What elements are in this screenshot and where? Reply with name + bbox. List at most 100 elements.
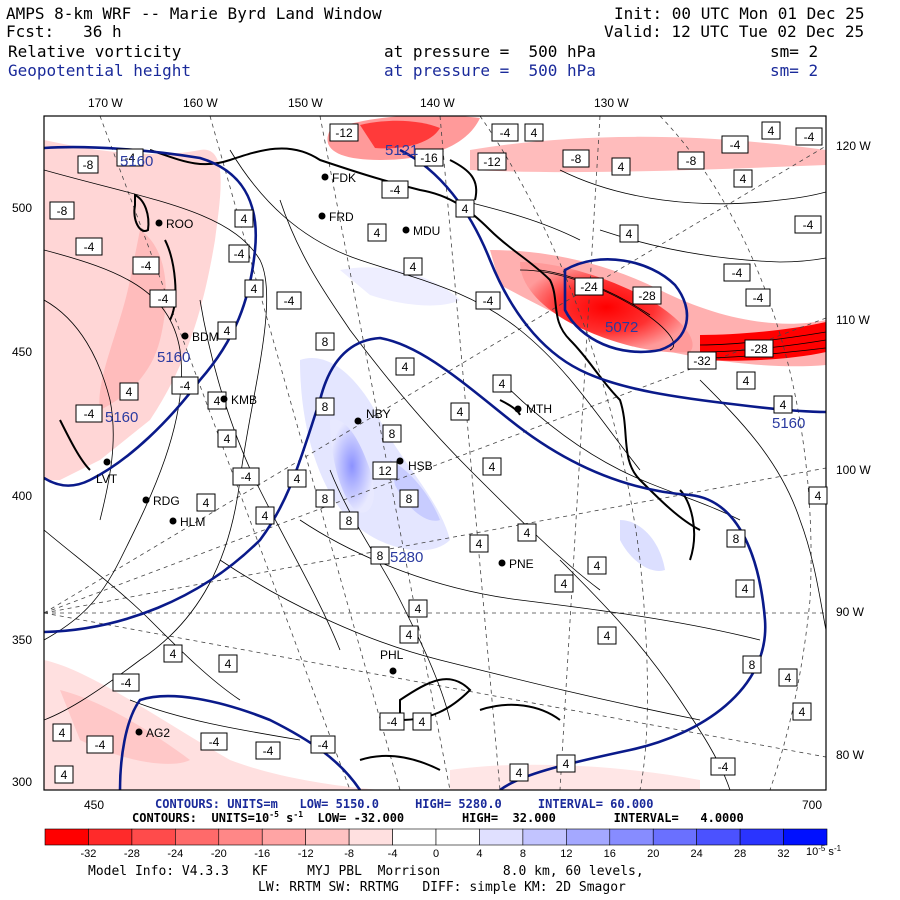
svg-text:4: 4	[740, 172, 747, 186]
station-label: NBY	[366, 407, 391, 421]
colorbar-tick-label: 12	[560, 848, 572, 860]
svg-text:4: 4	[780, 398, 787, 412]
station-label: AG2	[146, 726, 170, 740]
vort-label: -4	[310, 735, 336, 754]
colorbar-tick-label: -8	[344, 848, 354, 860]
svg-text:-4: -4	[804, 130, 815, 144]
station-label: FRD	[329, 210, 354, 224]
svg-text:4: 4	[785, 671, 792, 685]
colorbar-tick-label: 32	[777, 848, 789, 860]
vort-label: -4	[723, 263, 751, 282]
station-label: HLM	[180, 515, 205, 529]
svg-text:-16: -16	[420, 151, 438, 165]
svg-text:4: 4	[457, 405, 464, 419]
vort-label: 4	[808, 486, 828, 505]
svg-text:-4: -4	[234, 247, 245, 261]
svg-text:-4: -4	[730, 138, 741, 152]
vort-label: 8	[315, 489, 335, 508]
vort-label: -4	[721, 135, 749, 154]
colorbar-cell	[218, 828, 263, 846]
vort-label: 4	[469, 534, 489, 553]
vort-label: -4	[171, 376, 199, 395]
svg-text:4: 4	[524, 526, 531, 540]
svg-text:4: 4	[61, 768, 68, 782]
colorbar-cell	[305, 828, 350, 846]
colorbar-cell	[175, 828, 220, 846]
svg-text:4: 4	[419, 715, 426, 729]
vort-label: -4	[132, 256, 160, 275]
vort-label: 8	[726, 529, 746, 548]
vorticity-contour-info: CONTOURS: UNITS=10-5 s-1 LOW= -32.000 HI…	[132, 810, 744, 825]
vort-label: -4	[379, 712, 405, 731]
svg-text:-4: -4	[390, 183, 401, 197]
vort-label: 8	[382, 424, 402, 443]
vort-label: -28	[632, 286, 662, 305]
vort-label: -8	[677, 151, 705, 170]
vort-label: 4	[735, 579, 755, 598]
contour-label-boxes: -12 -4 4 -16 -12 -8 -8 -4 4 -4 4 4 -4 -4…	[49, 121, 828, 784]
vort-label: 4	[403, 257, 423, 276]
colorbar-tick-label: 24	[691, 848, 703, 860]
svg-text:-12: -12	[335, 126, 353, 140]
svg-text:-4: -4	[209, 735, 220, 749]
colorbar-cell	[479, 828, 524, 846]
station-label: LVT	[96, 472, 118, 486]
colorbar-cell	[131, 828, 176, 846]
svg-text:-4: -4	[284, 294, 295, 308]
svg-text:12: 12	[378, 464, 392, 478]
colorbar-tick-label: -12	[298, 848, 314, 860]
height-contour-labels: 5160 5160 5160 5160 5121 5072 5280	[105, 142, 805, 566]
vort-label: 4	[395, 357, 415, 376]
vort-label: -32	[687, 351, 717, 370]
lon-label: 130 W	[594, 96, 629, 110]
vort-label: 4	[399, 625, 419, 644]
colorbar-cell	[609, 828, 654, 846]
svg-text:-28: -28	[750, 342, 768, 356]
svg-text:-8: -8	[686, 154, 697, 168]
field2-name: Geopotential height	[8, 61, 192, 80]
svg-text:4: 4	[406, 628, 413, 642]
colorbar-tick-label: 16	[604, 848, 616, 860]
vort-label: 4	[587, 556, 607, 575]
vort-label: 4	[761, 121, 781, 140]
svg-text:4: 4	[489, 460, 496, 474]
svg-text:4: 4	[742, 582, 749, 596]
colorbar-cell	[566, 828, 611, 846]
station-label: MDU	[413, 224, 440, 238]
vort-label: -4	[276, 291, 302, 310]
svg-text:-12: -12	[483, 155, 501, 169]
vort-label: -8	[49, 201, 75, 220]
colorbar-cell	[348, 828, 393, 846]
lon-label: 80 W	[836, 748, 865, 762]
svg-text:4: 4	[743, 374, 750, 388]
colorbar-cell	[739, 828, 784, 846]
vort-label: 4	[196, 493, 216, 512]
colorbar-cell	[261, 828, 306, 846]
vort-label: 4	[408, 599, 428, 618]
vort-label: 4	[492, 374, 512, 393]
vort-label: 4	[450, 402, 470, 421]
svg-text:8: 8	[733, 532, 740, 546]
svg-text:4: 4	[402, 360, 409, 374]
colorbar-tick-label: -20	[211, 848, 227, 860]
svg-text:4: 4	[294, 472, 301, 486]
vort-label: 4	[792, 702, 812, 721]
lon-label: 140 W	[420, 96, 455, 110]
vort-label: 4	[218, 654, 238, 673]
vort-label: -4	[475, 291, 501, 310]
svg-text:8: 8	[377, 549, 384, 563]
vort-label: 4	[482, 457, 502, 476]
vort-label: -4	[228, 244, 250, 263]
vort-label: 4	[234, 209, 254, 228]
vort-label: 8	[315, 397, 335, 416]
grid-y-label: 450	[12, 345, 33, 359]
vort-label: 12	[372, 461, 398, 480]
svg-text:-4: -4	[483, 294, 494, 308]
colorbar-tick-label: 28	[734, 848, 746, 860]
colorbar-tick-label: -32	[80, 848, 96, 860]
svg-text:4: 4	[561, 577, 568, 591]
vort-label: -4	[200, 732, 228, 751]
svg-text:8: 8	[322, 335, 329, 349]
vort-label: 4	[556, 754, 576, 773]
vort-label: 4	[778, 668, 798, 687]
